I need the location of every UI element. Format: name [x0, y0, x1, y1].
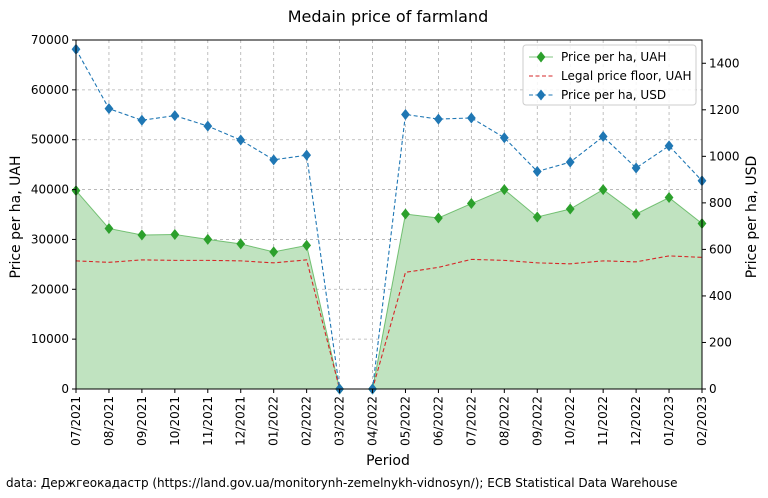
series-price-per-ha-usd-point — [565, 156, 575, 168]
left-tick-label: 70000 — [31, 33, 69, 47]
left-tick-label: 60000 — [31, 83, 69, 97]
x-tick-label: 03/2022 — [333, 396, 347, 446]
series-price-per-ha-usd-point — [532, 165, 542, 177]
series-price-per-ha-usd-point — [434, 113, 443, 125]
left-tick-label: 10000 — [31, 332, 69, 346]
x-tick-label: 12/2021 — [234, 396, 248, 446]
x-tick-label: 06/2022 — [431, 396, 445, 446]
x-tick-label: 01/2022 — [267, 396, 281, 446]
left-tick-label: 50000 — [31, 133, 69, 147]
series-price-per-ha-uah-point — [499, 184, 509, 196]
left-tick-label: 40000 — [31, 183, 69, 197]
series-price-per-ha-usd-point — [466, 112, 476, 124]
series-price-per-ha-usd-point — [203, 120, 213, 132]
right-tick-label: 400 — [709, 289, 732, 303]
legend: Price per ha, UAH Legal price floor, UAH P… — [522, 44, 697, 106]
series-price-per-ha-usd-point — [170, 110, 180, 122]
x-tick-label: 01/2023 — [662, 396, 676, 446]
y-axis-left-title: Price per ha, UAH — [8, 155, 24, 278]
series-price-per-ha-uah-point — [236, 238, 246, 250]
series-price-per-ha-uah-point — [532, 211, 542, 223]
series-price-per-ha-uah-point — [434, 212, 443, 224]
series-price-per-ha-usd-line — [75, 49, 703, 390]
legend-legal-price-floor-uah-label: Legal price floor, UAH — [561, 69, 691, 83]
series-legal-price-floor-uah-line — [75, 255, 703, 390]
x-tick-label: 11/2021 — [201, 396, 215, 446]
series-price-per-ha-usd-point — [269, 154, 279, 166]
series-price-per-ha-usd-point — [598, 131, 608, 143]
right-y-axis: 0 200 400 600 800 1000 1200 1400 — [702, 56, 740, 396]
series-price-per-ha-uah-point — [401, 208, 410, 220]
series-price-per-ha-uah-point — [170, 228, 180, 240]
series-lines — [75, 49, 703, 390]
x-tick-label: 07/2021 — [69, 396, 83, 446]
x-tick-label: 07/2022 — [464, 396, 478, 446]
series-price-per-ha-uah-point — [664, 192, 674, 204]
chart-title: Medain price of farmland — [288, 7, 489, 26]
series-price-per-ha-uah-point — [302, 239, 312, 251]
right-tick-label: 1000 — [709, 149, 740, 163]
series-price-per-ha-uah-line — [75, 188, 703, 390]
legend-price-per-ha-uah-label: Price per ha, UAH — [561, 50, 666, 64]
right-tick-label: 800 — [709, 196, 732, 210]
series-price-per-ha-usd-point — [499, 132, 509, 144]
plot-frame — [75, 39, 703, 390]
legend-price-per-ha-usd-marker — [536, 89, 546, 101]
series-price-per-ha-usd-point — [137, 114, 147, 126]
x-axis: 07/2021 08/2021 09/2021 10/2021 11/2021 12/20… — [69, 389, 709, 446]
series-price-per-ha-uah-point — [104, 222, 114, 234]
x-tick-label: 12/2022 — [629, 396, 643, 446]
x-tick-label: 11/2022 — [596, 396, 610, 446]
series-price-per-ha-usd-point — [401, 108, 410, 120]
right-tick-label: 1400 — [709, 56, 740, 70]
series-price-per-ha-usd-point — [302, 149, 312, 161]
series-price-per-ha-uah-point — [631, 208, 641, 220]
left-y-axis: 0 10000 20000 30000 40000 50000 60000 70000 — [31, 33, 76, 396]
series-price-per-ha-uah-area — [76, 189, 702, 389]
x-tick-label: 08/2022 — [497, 396, 511, 446]
right-tick-label: 0 — [709, 382, 717, 396]
series-price-per-ha-usd-point — [631, 162, 641, 174]
series-price-per-ha-uah-point — [565, 203, 575, 215]
series-price-per-ha-uah-point — [137, 229, 147, 241]
x-tick-label: 02/2023 — [695, 396, 709, 446]
legend-price-per-ha-uah-marker — [536, 51, 546, 63]
right-tick-label: 1200 — [709, 103, 740, 117]
left-tick-label: 0 — [61, 382, 69, 396]
legend-price-per-ha-usd-label: Price per ha, USD — [561, 88, 666, 102]
series-price-per-ha-uah-point — [598, 184, 608, 196]
x-tick-label: 09/2022 — [530, 396, 544, 446]
left-tick-label: 20000 — [31, 282, 69, 296]
x-tick-label: 05/2022 — [398, 396, 412, 446]
x-axis-title: Period — [366, 453, 410, 469]
right-tick-label: 200 — [709, 335, 732, 349]
right-tick-label: 600 — [709, 242, 732, 256]
left-tick-label: 30000 — [31, 232, 69, 246]
series-price-per-ha-usd-point — [664, 140, 674, 152]
y-axis-right-title: Price per ha, USD — [744, 156, 760, 279]
legend-box — [522, 44, 697, 106]
x-tick-label: 04/2022 — [366, 396, 380, 446]
series-price-per-ha-usd-point — [236, 134, 246, 146]
x-tick-label: 10/2022 — [563, 396, 577, 446]
series-price-per-ha-uah-point — [269, 246, 279, 258]
series-price-per-ha-uah-point — [466, 198, 476, 210]
source-note: data: Держгеокадастр (https://land.gov.u… — [6, 476, 678, 490]
x-tick-label: 09/2021 — [135, 396, 149, 446]
uah-area — [76, 189, 702, 389]
x-tick-label: 10/2021 — [168, 396, 182, 446]
series-markers — [71, 43, 707, 395]
series-price-per-ha-uah-point — [203, 233, 213, 245]
x-tick-label: 02/2022 — [300, 396, 314, 446]
x-tick-label: 08/2021 — [102, 396, 116, 446]
series-price-per-ha-usd-point — [104, 103, 114, 115]
